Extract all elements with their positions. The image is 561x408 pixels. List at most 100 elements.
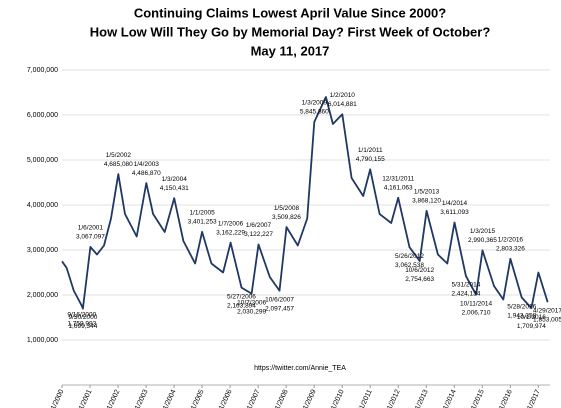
- x-tick-label: 1/1/2007: [244, 389, 262, 408]
- annotation-date: 5/26/2012: [395, 253, 424, 260]
- x-tick-label: 1/1/2014: [440, 389, 458, 408]
- annotation-point: [250, 292, 253, 295]
- annotation-value: 3,122,227: [244, 231, 273, 238]
- annotation-date: 4/29/2017: [533, 307, 561, 314]
- annotation-point: [425, 210, 428, 212]
- y-tick-label: 5,000,000: [27, 157, 58, 164]
- annotation-date: 1/1/2005: [189, 210, 215, 217]
- y-tick-label: 2,000,000: [27, 292, 58, 299]
- annotation-date: 1/4/2003: [134, 161, 160, 168]
- source: https://twitter.com/Annie_TEA: [254, 365, 346, 372]
- annotation-date: 10/7/2006: [237, 299, 266, 306]
- annotation-date: 1/6/2001: [78, 225, 104, 232]
- x-tick-label: 1/1/2010: [328, 389, 346, 408]
- annotation-point: [257, 243, 260, 246]
- annotation-point: [81, 305, 83, 307]
- annotation-value: 4,685,080: [104, 161, 133, 168]
- annotation-point: [240, 286, 243, 289]
- annotation-value: 3,067,097: [76, 234, 105, 241]
- chart-subtitle: How Low Will They Go by Memorial Day? Fi…: [90, 24, 491, 39]
- annotation-point: [278, 289, 281, 292]
- annotation-value: 3,509,826: [272, 214, 301, 221]
- annotation-date: 5/31/2014: [451, 282, 480, 289]
- x-tick-label: 1/1/2011: [356, 389, 374, 408]
- annotation-point: [145, 182, 148, 184]
- annotation-date: 12/31/2011: [382, 175, 414, 182]
- chart-date: May 11, 2017: [251, 43, 330, 58]
- x-tick-label: 1/1/2002: [104, 389, 122, 408]
- annotation-value: 4,486,870: [132, 170, 161, 177]
- x-tick-label: 1/1/2016: [496, 389, 514, 408]
- x-tick-label: 1/1/2001: [76, 389, 94, 408]
- annotation-point: [117, 173, 120, 175]
- annotation-point: [201, 231, 203, 233]
- annotation-date: 10/6/2012: [405, 267, 434, 274]
- annotation-value: 2,163,894: [227, 302, 256, 309]
- annotation-date: 1/6/2007: [246, 222, 272, 229]
- annotation-value: 3,401,253: [188, 219, 217, 226]
- x-tick-label: 1/1/2003: [132, 389, 150, 408]
- x-tick-label: 1/1/2012: [384, 389, 402, 408]
- annotation-value: 2,006,710: [462, 309, 491, 316]
- annotation-date: 10/6/2007: [265, 296, 294, 303]
- annotation-value: 2,030,299: [237, 308, 266, 315]
- annotation-point: [285, 226, 288, 228]
- annotation-value: 2,803,326: [496, 246, 525, 253]
- annotation-value: 4,790,155: [356, 156, 385, 163]
- annotation-date: 10/11/2014: [460, 300, 492, 307]
- annotation-point: [369, 168, 372, 171]
- annotation-value: 3,062,538: [395, 262, 424, 269]
- annotation-point: [397, 196, 400, 199]
- annotation-value: 3,611,093: [440, 209, 469, 216]
- annotation-point: [313, 121, 316, 123]
- annotation-value: 4,150,431: [160, 185, 189, 192]
- annotation-point: [341, 113, 344, 116]
- annotation-date: 5/28/2016: [507, 303, 536, 310]
- x-tick-label: 1/1/2008: [272, 389, 290, 408]
- annotation-value: 1,699,344: [68, 323, 97, 330]
- annotation-date: 1/4/2014: [442, 200, 468, 207]
- annotation-value: 2,424,134: [451, 291, 480, 298]
- chart-title: Continuing Claims Lowest April Value Sin…: [134, 5, 446, 20]
- annotation-value: 1,943,358: [507, 312, 536, 319]
- annotation-value: 1,759,993: [67, 321, 96, 328]
- annotation-point: [509, 258, 512, 260]
- annotation-date: 1/5/2013: [414, 189, 440, 196]
- annotation-point: [453, 221, 456, 224]
- annotation-point: [520, 296, 523, 299]
- annotation-date: 1/2/2010: [330, 92, 356, 99]
- annotation-date: 1/5/2002: [106, 152, 132, 159]
- annotation-point: [82, 307, 84, 310]
- annotation-point: [475, 293, 477, 296]
- y-tick-label: 3,000,000: [27, 247, 58, 254]
- annotation-date: 1/7/2006: [218, 220, 244, 227]
- annotation-point: [173, 197, 176, 200]
- annotation-value: 3,162,229: [216, 229, 245, 236]
- annotation-point: [229, 241, 232, 244]
- annotation-value: 1,853,005: [533, 316, 561, 323]
- annotation-value: 2,990,365: [468, 237, 497, 244]
- annotation-value: 6,014,881: [328, 101, 357, 108]
- annotation-point: [418, 260, 421, 262]
- annotation-point: [89, 246, 92, 248]
- annotation-value: 4,161,063: [384, 184, 413, 191]
- annotation-value: 2,754,663: [405, 276, 434, 283]
- annotation-date: 1/1/2011: [358, 147, 383, 154]
- annotation-point: [481, 249, 484, 252]
- x-tick-label: 1/1/2013: [412, 389, 430, 408]
- y-tick-label: 6,000,000: [27, 112, 58, 119]
- annotation-value: 5,845,860: [300, 109, 329, 116]
- y-tick-label: 1,000,000: [27, 337, 58, 344]
- y-tick-label: 7,000,000: [27, 67, 58, 74]
- annotation-value: 1,709,974: [517, 323, 546, 330]
- annotation-date: 1/2/2016: [498, 237, 524, 244]
- annotation-point: [408, 246, 411, 248]
- x-tick-label: 1/1/2009: [300, 389, 318, 408]
- annotation-point: [465, 275, 467, 277]
- line-series: [61, 96, 549, 310]
- x-tick-label: 1/1/2005: [188, 389, 206, 408]
- annotation-date: 1/3/2015: [470, 228, 496, 235]
- annotation-date: 1/3/2009: [302, 100, 328, 107]
- annotation-point: [530, 307, 533, 309]
